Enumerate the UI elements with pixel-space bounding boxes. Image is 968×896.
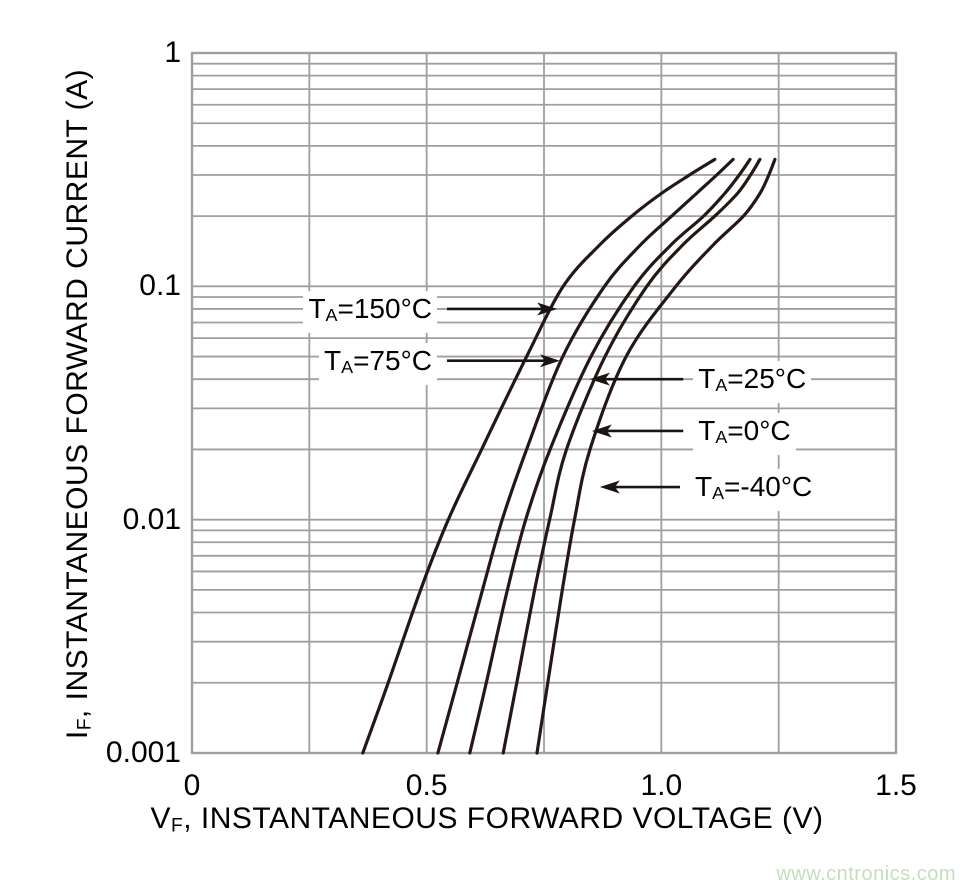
plot-border <box>190 51 898 755</box>
y-tick-1: 1 <box>164 36 181 69</box>
y-tick-0.01: 0.01 <box>122 502 181 536</box>
temp-arrowhead-75c <box>539 354 560 368</box>
curve-ta-150c <box>361 157 717 755</box>
temp-label-0c: TA=0°C <box>693 412 796 456</box>
x-tick-1.5: 1.5 <box>875 769 917 802</box>
y-tick-0.001: 0.001 <box>105 736 181 769</box>
curve-ta-75c <box>436 157 735 755</box>
x-tick-0: 0 <box>183 769 201 802</box>
temp-arrowhead-150c <box>537 302 558 316</box>
temp-label-75c: TA=75°C <box>319 342 437 385</box>
y-axis-title: IF, INSTANTANEOUS FORWARD CURRENT (A) <box>61 68 96 740</box>
curve-ta-minus40c <box>535 157 777 755</box>
x-axis-title: VF, INSTANTANEOUS FORWARD VOLTAGE (V) <box>150 802 824 837</box>
temp-arrowhead-minus40c <box>599 480 620 494</box>
x-tick-0.5: 0.5 <box>405 769 448 802</box>
temp-label-150c: TA=150°C <box>303 290 437 334</box>
watermark: www.cntronics.com <box>776 863 956 885</box>
curve-ta-0c <box>501 157 762 755</box>
temp-label-minus40c: TA=-40°C <box>689 469 818 512</box>
y-tick-0.1: 0.1 <box>139 269 181 303</box>
temp-arrowhead-25c <box>589 372 610 386</box>
temp-label-25c: TA=25°C <box>693 361 812 404</box>
temp-arrowhead-0c <box>591 424 612 438</box>
curve-ta-25c <box>468 157 752 755</box>
x-tick-1.0: 1.0 <box>640 769 683 802</box>
